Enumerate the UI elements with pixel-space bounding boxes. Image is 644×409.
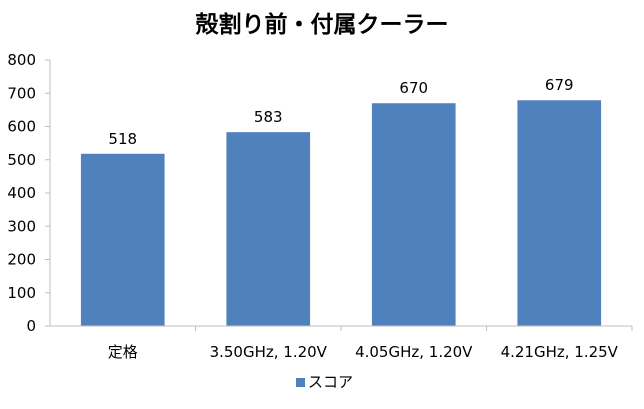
x-category-label: 3.50GHz, 1.20V [210,343,328,361]
y-tick-label: 700 [7,84,36,102]
bars-group: 518 583 670 679 [80,76,602,326]
legend-swatch [296,378,305,387]
x-category-label: 4.05GHz, 1.20V [355,343,473,361]
bar-value-label: 583 [254,108,283,126]
y-tick-label: 0 [26,317,36,335]
y-tick-label: 800 [7,51,36,69]
x-category-label: 定格 [108,343,138,361]
bar [517,100,602,326]
y-tick-label: 100 [7,284,36,302]
y-axis: 0 100 200 300 400 500 600 700 800 [7,51,51,335]
chart-title: 殻割り前・付属クーラー [196,11,449,38]
bar-value-label: 670 [399,79,428,97]
bar-value-label: 679 [545,76,574,94]
legend-label: スコア [308,373,353,391]
bar [226,132,311,326]
x-axis: 定格 3.50GHz, 1.20V 4.05GHz, 1.20V 4.21GHz, 1… [50,325,633,361]
x-category-label: 4.21GHz, 1.25V [501,343,619,361]
bar [371,103,456,326]
y-tick-label: 200 [7,251,36,269]
bar [80,153,165,326]
y-tick-label: 300 [7,217,36,235]
bar-value-label: 518 [108,130,137,148]
y-tick-label: 500 [7,151,36,169]
legend: スコア [296,373,353,391]
y-tick-label: 600 [7,118,36,136]
y-tick-label: 400 [7,184,36,202]
